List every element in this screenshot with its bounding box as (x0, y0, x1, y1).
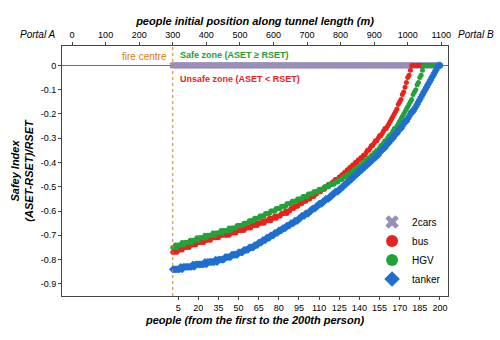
svg-text:170: 170 (392, 303, 407, 313)
svg-text:-0.1: -0.1 (41, 85, 57, 95)
svg-text:Portal B: Portal B (458, 29, 494, 40)
svg-text:700: 700 (300, 30, 315, 40)
svg-text:800: 800 (333, 30, 348, 40)
svg-text:900: 900 (367, 30, 382, 40)
svg-text:Safey Index(ASET-RSET)/RSET: Safey Index(ASET-RSET)/RSET (9, 119, 35, 222)
svg-text:35: 35 (213, 303, 223, 313)
svg-text:HGV: HGV (412, 255, 434, 266)
svg-text:2cars: 2cars (412, 217, 436, 228)
svg-text:300: 300 (165, 30, 180, 40)
svg-text:-0.5: -0.5 (41, 182, 57, 192)
svg-text:0: 0 (51, 61, 56, 71)
svg-text:50: 50 (234, 303, 244, 313)
svg-text:1000: 1000 (398, 30, 418, 40)
svg-text:tanker: tanker (412, 274, 440, 285)
svg-text:people initial position along: people initial position along tunnel len… (135, 15, 374, 27)
svg-text:Portal A: Portal A (20, 29, 56, 40)
svg-text:185: 185 (412, 303, 427, 313)
svg-text:1100: 1100 (432, 30, 451, 40)
svg-text:65: 65 (254, 303, 264, 313)
svg-text:-0.8: -0.8 (41, 255, 57, 265)
svg-text:bus: bus (412, 236, 428, 247)
svg-text:500: 500 (232, 30, 247, 40)
svg-text:Safe zone (ASET ≥ RSET): Safe zone (ASET ≥ RSET) (180, 50, 288, 60)
svg-text:155: 155 (372, 303, 387, 313)
svg-text:-0.3: -0.3 (41, 133, 57, 143)
svg-text:140: 140 (352, 303, 367, 313)
svg-text:600: 600 (266, 30, 281, 40)
svg-text:110: 110 (312, 303, 326, 313)
svg-text:100: 100 (98, 30, 113, 40)
svg-text:5: 5 (176, 303, 181, 313)
svg-text:200: 200 (432, 303, 447, 313)
svg-text:0: 0 (70, 30, 75, 40)
svg-text:Unsafe zone (ASET < RSET): Unsafe zone (ASET < RSET) (180, 74, 300, 84)
svg-text:95: 95 (294, 303, 304, 313)
svg-text:125: 125 (332, 303, 347, 313)
svg-text:-0.2: -0.2 (41, 109, 57, 119)
svg-text:-0.9: -0.9 (41, 279, 57, 289)
svg-text:400: 400 (199, 30, 214, 40)
svg-text:people (from the first to the: people (from the first to the 200th pers… (145, 314, 365, 326)
svg-text:-0.6: -0.6 (41, 206, 57, 216)
svg-text:80: 80 (274, 303, 284, 313)
svg-text:200: 200 (132, 30, 147, 40)
svg-text:fire centre: fire centre (122, 51, 167, 62)
svg-text:-0.4: -0.4 (41, 158, 57, 168)
svg-text:20: 20 (193, 303, 203, 313)
svg-text:-0.7: -0.7 (41, 230, 57, 240)
